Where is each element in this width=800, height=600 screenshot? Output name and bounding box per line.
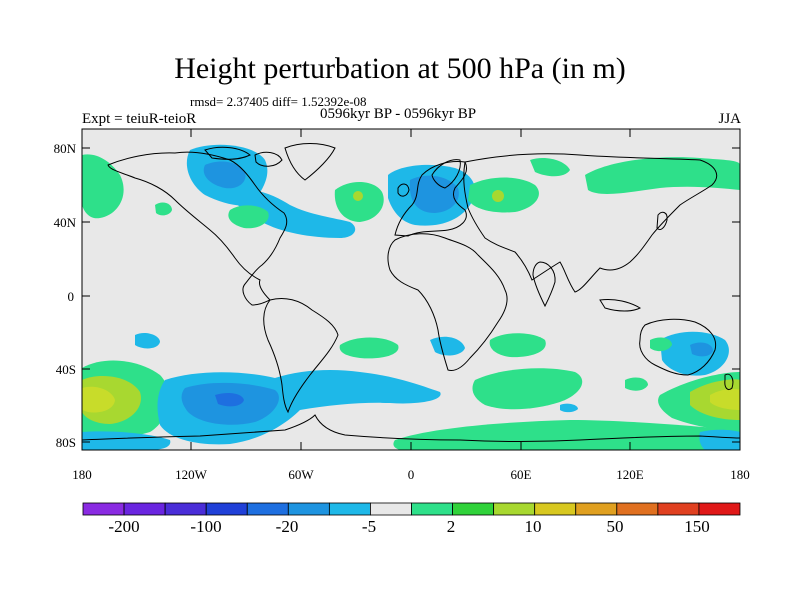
colorbar-label: 2 [447,517,456,536]
coastline-south-america [263,297,339,414]
contour-blue-antarctic-east [699,429,740,450]
coastline-greenland [284,143,336,181]
coastlines [82,143,740,442]
contour-green-southern-atlantic [472,368,583,410]
coastline-scandinavia [431,159,461,189]
colorbar-label: 150 [684,517,710,536]
colorbar-label: -5 [362,517,376,536]
lat-tick-label: 0 [68,289,75,304]
coastline-australia [639,318,717,376]
contour-green-antarctic [393,420,740,450]
contour-yellowgreen-sw-pacific [82,386,115,413]
coastline-india [532,261,556,308]
contour-green-nw-pacific [82,154,124,219]
lat-tick-label: 40S [56,362,76,377]
colorbar-swatch [493,502,536,516]
colorbar-swatch [164,502,207,516]
lon-tick-marks [190,129,631,450]
contour-green-south-atlantic [339,337,399,359]
lon-tick-label: 120W [175,467,208,482]
map-title: Height perturbation at 500 hPa (in m) [174,52,626,85]
colorbar-label: -20 [276,517,299,536]
colorbar-swatch [82,502,125,516]
contour-blue-antarctic-west [82,431,171,450]
contour-darkblue-greenland [203,161,246,189]
contour-fills [82,144,740,450]
contour-green-siberia [530,158,570,177]
contour-green-indian-ocean [489,333,546,358]
contour-blue-south-pacific [135,332,160,349]
coastline-asia [463,153,718,293]
lon-tick-label: 120E [616,467,644,482]
contour-green-canada [228,205,269,229]
colorbar-label: -100 [190,517,221,536]
experiment-label: Expt = teiuR-teioR [82,111,197,127]
contour-lime-north-atlantic [353,191,363,201]
contour-deepblue-southern-ocean [215,392,244,407]
lat-tick-labels: 80N 40N 0 40S 80S [54,141,77,450]
lat-tick-label: 40N [54,215,77,230]
coastline-africa [387,233,508,371]
colorbar-swatch [698,502,741,516]
colorbar-swatch [205,502,248,516]
colorbar-swatch [287,502,330,516]
colorbar-swatch [616,502,659,516]
lon-tick-label: 60W [288,467,314,482]
colorbar-label: -200 [108,517,139,536]
colorbar-label: 50 [607,517,624,536]
colorbar [82,502,741,516]
contour-blue-south-africa [430,336,465,356]
coastline-britain [397,183,410,197]
contour-green-indian-south [625,377,648,391]
colorbar-swatch [575,502,618,516]
coastline-indonesia [599,299,642,312]
stats-label: rmsd= 2.37405 diff= 1.52392e-08 [190,94,367,109]
lon-tick-label: 60E [511,467,532,482]
contour-green-east-asia [585,157,740,194]
colorbar-swatch [411,502,453,516]
season-label: JJA [718,111,741,127]
colorbar-swatch [452,502,495,516]
colorbar-swatch [123,502,166,516]
contour-darkblue-australia [690,342,713,357]
coastline-baffin [254,151,283,167]
lon-tick-labels: 180 120W 60W 0 60E 120E 180 [72,467,750,482]
coastline-new-zealand [724,373,734,391]
contour-green-north-atlantic [334,181,384,222]
lon-tick-label: 180 [72,467,92,482]
colorbar-swatch [246,502,289,516]
lat-tick-marks [82,147,740,443]
contour-darkblue-europe [409,175,459,213]
coastline-antarctica [82,414,740,442]
lon-tick-label: 0 [408,467,415,482]
lon-tick-label: 180 [730,467,750,482]
colorbar-swatch [370,502,412,516]
coastline-north-america [107,151,288,306]
coastline-japan [656,211,668,231]
contour-lime-central-asia [492,190,504,202]
colorbar-label: 10 [525,517,542,536]
lat-tick-label: 80N [54,141,77,156]
lat-tick-label: 80S [56,435,76,450]
contour-green-alaska [155,202,172,216]
colorbar-swatch [657,502,700,516]
contour-yellowgreen-se-pacific [710,388,740,410]
contour-blue-labrador [229,188,356,238]
contour-blue-south-indian [560,403,578,413]
coastline-arctic-islands [204,146,251,160]
colorbar-labels: -200 -100 -20 -5 2 10 50 150 [108,517,709,536]
contour-green-australia [650,337,672,352]
colorbar-swatch [328,502,371,516]
colorbar-swatch [534,502,577,516]
period-label: 0596kyr BP - 0596kyr BP [320,106,477,122]
